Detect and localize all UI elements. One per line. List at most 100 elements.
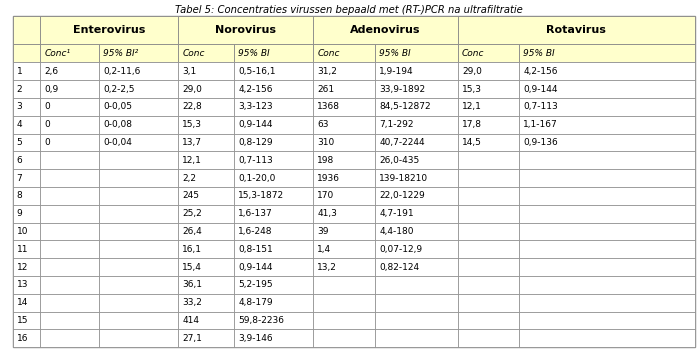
Text: 26,0-435: 26,0-435 xyxy=(379,156,419,165)
Text: 4: 4 xyxy=(17,120,22,129)
Bar xyxy=(519,258,695,276)
Bar xyxy=(235,134,313,151)
Text: 5,2-195: 5,2-195 xyxy=(239,281,273,289)
Bar xyxy=(376,258,458,276)
Bar xyxy=(13,187,40,205)
Text: 1936: 1936 xyxy=(317,174,340,183)
Text: 261: 261 xyxy=(317,85,334,94)
Text: 3,9-146: 3,9-146 xyxy=(239,334,273,343)
Text: 13: 13 xyxy=(17,281,28,289)
Text: 0,2-2,5: 0,2-2,5 xyxy=(103,85,135,94)
Text: 7,1-292: 7,1-292 xyxy=(379,120,414,129)
Bar xyxy=(40,329,99,347)
Bar xyxy=(178,98,235,116)
Text: 14,5: 14,5 xyxy=(462,138,482,147)
Text: 95% BI: 95% BI xyxy=(379,49,411,58)
Bar xyxy=(519,205,695,223)
Bar xyxy=(235,312,313,329)
Text: 22,8: 22,8 xyxy=(182,103,202,111)
Text: 0: 0 xyxy=(44,103,50,111)
Bar xyxy=(313,116,376,134)
Bar xyxy=(178,312,235,329)
Text: 1,6-248: 1,6-248 xyxy=(239,227,273,236)
Text: 0,9-144: 0,9-144 xyxy=(239,263,273,272)
Bar xyxy=(178,116,235,134)
Bar xyxy=(376,294,458,312)
Bar xyxy=(313,276,376,294)
Text: Tabel 5: Concentraties virussen bepaald met (RT-)PCR na ultrafiltratie: Tabel 5: Concentraties virussen bepaald … xyxy=(175,5,523,15)
Text: 15,4: 15,4 xyxy=(182,263,202,272)
Bar xyxy=(99,62,178,80)
Text: 0,82-124: 0,82-124 xyxy=(379,263,419,272)
Bar xyxy=(313,134,376,151)
Text: 7: 7 xyxy=(17,174,22,183)
Bar xyxy=(178,258,235,276)
Bar xyxy=(376,62,458,80)
Text: 1,1-167: 1,1-167 xyxy=(524,120,558,129)
Bar xyxy=(313,294,376,312)
Bar xyxy=(99,169,178,187)
Text: 198: 198 xyxy=(317,156,334,165)
Bar xyxy=(313,312,376,329)
Bar xyxy=(519,44,695,62)
Bar xyxy=(13,169,40,187)
Text: 95% BI²: 95% BI² xyxy=(103,49,139,58)
Bar xyxy=(376,187,458,205)
Text: 6: 6 xyxy=(17,156,22,165)
Text: 1,4: 1,4 xyxy=(317,245,332,254)
Bar xyxy=(99,205,178,223)
Bar xyxy=(313,169,376,187)
Text: 15,3: 15,3 xyxy=(462,85,482,94)
Bar xyxy=(313,16,458,44)
Text: 0,5-16,1: 0,5-16,1 xyxy=(239,67,276,76)
Bar xyxy=(519,329,695,347)
Text: 0,9-144: 0,9-144 xyxy=(524,85,558,94)
Text: 3: 3 xyxy=(17,103,22,111)
Bar xyxy=(376,169,458,187)
Text: 0,9-144: 0,9-144 xyxy=(239,120,273,129)
Bar xyxy=(235,205,313,223)
Bar xyxy=(313,258,376,276)
Bar xyxy=(178,294,235,312)
Bar xyxy=(235,116,313,134)
Bar xyxy=(40,98,99,116)
Text: 11: 11 xyxy=(17,245,28,254)
Bar xyxy=(519,169,695,187)
Bar xyxy=(40,44,99,62)
Bar xyxy=(376,329,458,347)
Text: Adenovirus: Adenovirus xyxy=(350,25,421,35)
Bar xyxy=(458,134,519,151)
Bar xyxy=(178,134,235,151)
Text: 95% BI: 95% BI xyxy=(239,49,270,58)
Bar xyxy=(13,312,40,329)
Text: 414: 414 xyxy=(182,316,199,325)
Text: Conc: Conc xyxy=(317,49,340,58)
Bar xyxy=(13,205,40,223)
Bar xyxy=(376,44,458,62)
Text: Norovirus: Norovirus xyxy=(215,25,276,35)
Bar xyxy=(313,205,376,223)
Bar xyxy=(235,98,313,116)
Bar xyxy=(99,151,178,169)
Bar xyxy=(519,62,695,80)
Bar xyxy=(519,294,695,312)
Text: 0,8-129: 0,8-129 xyxy=(239,138,273,147)
Bar xyxy=(458,329,519,347)
Text: 2,2: 2,2 xyxy=(182,174,196,183)
Bar xyxy=(519,276,695,294)
Bar xyxy=(376,276,458,294)
Bar xyxy=(376,312,458,329)
Text: 33,9-1892: 33,9-1892 xyxy=(379,85,426,94)
Bar xyxy=(40,80,99,98)
Bar xyxy=(235,276,313,294)
Bar xyxy=(458,240,519,258)
Text: 8: 8 xyxy=(17,192,22,200)
Bar xyxy=(235,187,313,205)
Bar xyxy=(376,98,458,116)
Text: 0,9: 0,9 xyxy=(44,85,59,94)
Bar xyxy=(458,276,519,294)
Bar xyxy=(40,16,178,44)
Text: 0: 0 xyxy=(44,120,50,129)
Text: 310: 310 xyxy=(317,138,334,147)
Text: 14: 14 xyxy=(17,298,28,307)
